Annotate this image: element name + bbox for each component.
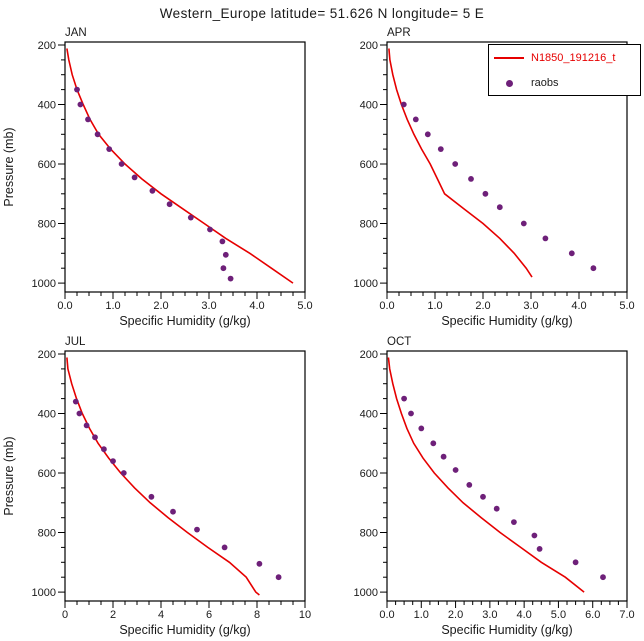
svg-text:1.0: 1.0 [105, 300, 120, 312]
svg-text:4: 4 [158, 609, 164, 621]
svg-text:APR: APR [387, 27, 411, 39]
raobs-dot-sample [494, 74, 524, 92]
svg-text:3.0: 3.0 [482, 609, 497, 621]
panel-apr-chart: 0.0 1.0 2.0 3.0 4.0 5.0 200 400 600 800 1000 APR Spe… [354, 27, 635, 328]
svg-text:800: 800 [360, 528, 378, 540]
svg-text:Specific Humidity (g/kg): Specific Humidity (g/kg) [441, 623, 572, 637]
svg-text:Pressure (mb): Pressure (mb) [2, 127, 16, 206]
svg-text:Pressure (mb): Pressure (mb) [2, 436, 16, 515]
legend: N1850_191216_t raobs [488, 44, 641, 96]
svg-text:0.0: 0.0 [379, 300, 394, 312]
panel-jul-chart: 0 2 4 6 8 10 200 400 600 800 1000 JUL Specific Humid… [2, 336, 311, 637]
svg-text:800: 800 [360, 219, 378, 231]
panel-jan-chart: 0.0 1.0 2.0 3.0 4.0 5.0 200 400 600 800 1000 JAN Spe… [2, 27, 313, 328]
svg-text:4.0: 4.0 [249, 300, 264, 312]
chart-title: Western_Europe latitude= 51.626 N longit… [159, 6, 485, 21]
svg-text:2: 2 [110, 609, 116, 621]
svg-text:1.0: 1.0 [427, 300, 442, 312]
legend-model-label: N1850_191216_t [531, 51, 616, 64]
svg-text:800: 800 [38, 219, 56, 231]
svg-text:400: 400 [38, 409, 56, 421]
svg-text:0.0: 0.0 [379, 609, 394, 621]
svg-text:8: 8 [254, 609, 260, 621]
svg-text:1000: 1000 [354, 587, 378, 599]
svg-text:5.0: 5.0 [619, 300, 634, 312]
svg-text:JUL: JUL [65, 336, 86, 348]
svg-text:Specific Humidity (g/kg): Specific Humidity (g/kg) [119, 314, 250, 328]
svg-text:6: 6 [206, 609, 212, 621]
svg-text:2.0: 2.0 [448, 609, 463, 621]
svg-text:600: 600 [38, 159, 56, 171]
svg-text:200: 200 [38, 40, 56, 52]
svg-text:1.0: 1.0 [414, 609, 429, 621]
svg-text:600: 600 [360, 159, 378, 171]
svg-text:3.0: 3.0 [201, 300, 216, 312]
svg-text:200: 200 [38, 349, 56, 361]
svg-text:3.0: 3.0 [523, 300, 538, 312]
svg-text:200: 200 [360, 349, 378, 361]
svg-text:7.0: 7.0 [619, 609, 634, 621]
svg-text:6.0: 6.0 [585, 609, 600, 621]
svg-text:1000: 1000 [32, 278, 56, 290]
svg-text:2.0: 2.0 [475, 300, 490, 312]
svg-text:400: 400 [38, 100, 56, 112]
legend-item-model: N1850_191216_t [489, 45, 640, 70]
svg-text:JAN: JAN [65, 27, 87, 39]
panel-oct-chart: 0.0 1.0 2.0 3.0 4.0 5.0 6.0 7.0 200 400 600 800 1000… [354, 336, 635, 637]
svg-text:800: 800 [38, 528, 56, 540]
svg-text:Specific Humidity (g/kg): Specific Humidity (g/kg) [119, 623, 250, 637]
svg-text:Specific Humidity (g/kg): Specific Humidity (g/kg) [441, 314, 572, 328]
svg-text:0: 0 [62, 609, 68, 621]
svg-text:0.0: 0.0 [57, 300, 72, 312]
svg-text:2.0: 2.0 [153, 300, 168, 312]
svg-text:4.0: 4.0 [571, 300, 586, 312]
svg-text:1000: 1000 [354, 278, 378, 290]
svg-text:OCT: OCT [387, 336, 411, 348]
legend-raobs-label: raobs [531, 76, 559, 89]
svg-text:600: 600 [360, 468, 378, 480]
raobs-dot-icon [505, 79, 513, 87]
svg-text:200: 200 [360, 40, 378, 52]
legend-item-raobs: raobs [489, 70, 640, 95]
svg-text:5.0: 5.0 [297, 300, 312, 312]
svg-text:600: 600 [38, 468, 56, 480]
svg-text:1000: 1000 [32, 587, 56, 599]
svg-text:400: 400 [360, 409, 378, 421]
svg-text:400: 400 [360, 100, 378, 112]
svg-text:10: 10 [299, 609, 311, 621]
svg-text:5.0: 5.0 [551, 609, 566, 621]
model-line-sample [494, 56, 524, 59]
svg-text:4.0: 4.0 [516, 609, 531, 621]
